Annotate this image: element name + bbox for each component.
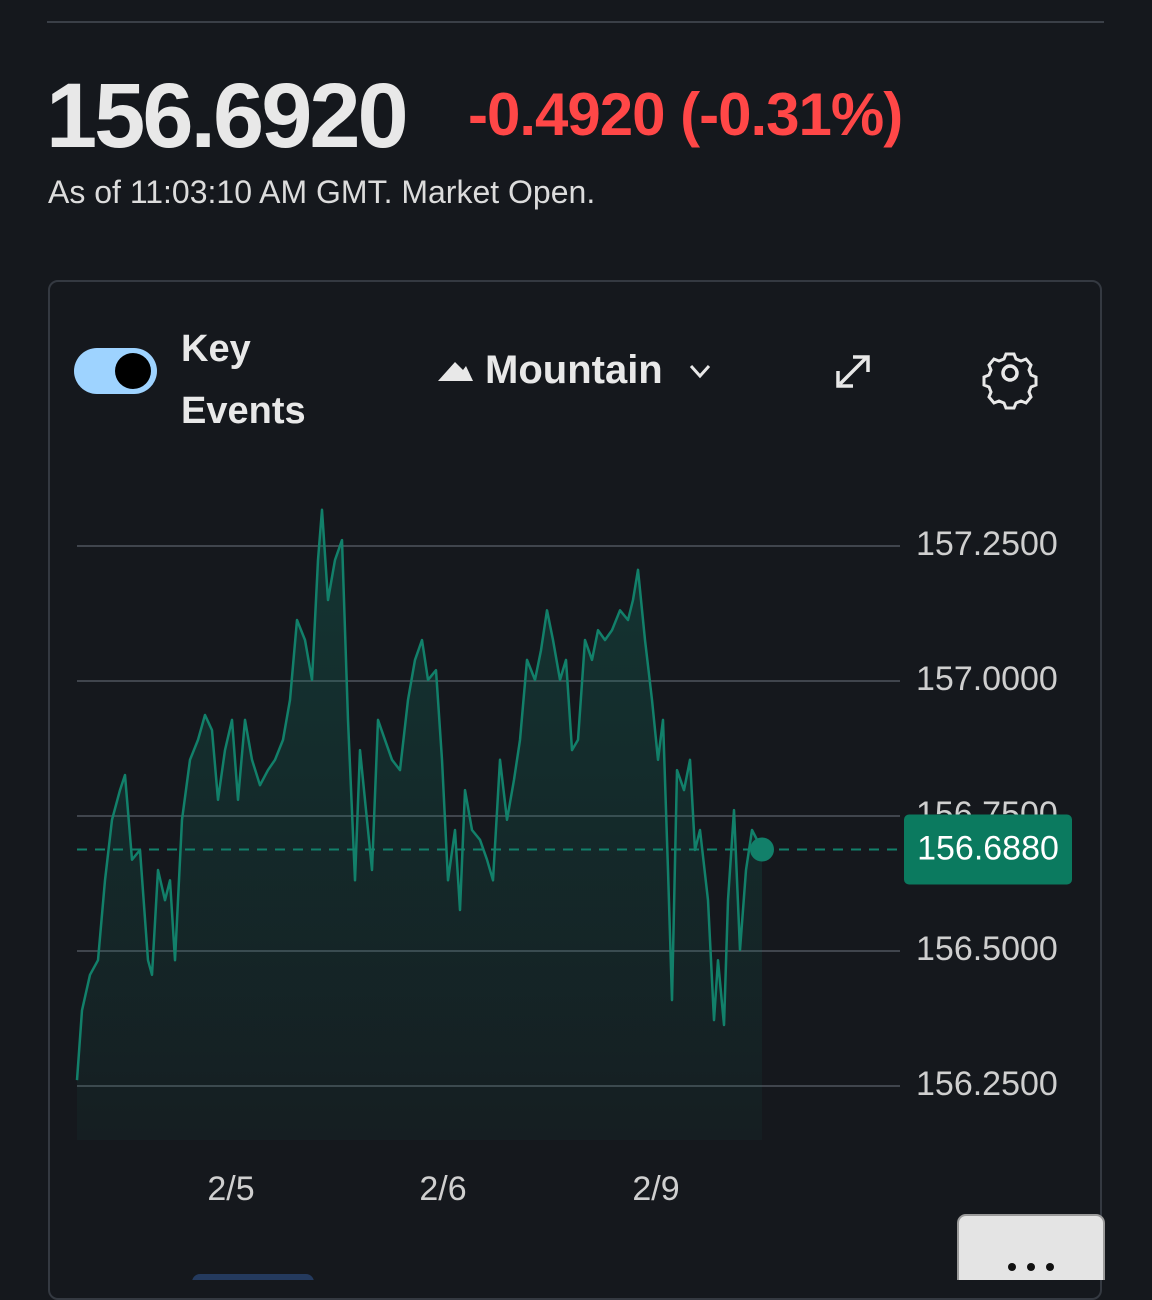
key-events-label[interactable]: Key Events <box>181 328 306 432</box>
price-change: -0.4920 (-0.31%) <box>468 81 903 148</box>
mountain-icon[interactable] <box>438 362 473 381</box>
x-tick-label: 2/9 <box>632 1170 679 1208</box>
y-tick-label: 156.5000 <box>916 930 1058 968</box>
divider <box>47 21 1104 23</box>
settings-icon[interactable] <box>982 352 1038 410</box>
expand-icon[interactable] <box>836 355 870 388</box>
price-line <box>75 508 764 1081</box>
y-tick-label: 156.2500 <box>916 1065 1058 1103</box>
current-price-label: 156.6880 <box>917 829 1059 867</box>
dropdown-chevron[interactable] <box>689 364 711 379</box>
x-tick-label: 2/6 <box>419 1170 466 1208</box>
key-events-toggle[interactable] <box>74 348 157 394</box>
chart-style-label[interactable]: Mountain <box>485 348 663 392</box>
y-tick-label: 157.0000 <box>916 660 1058 698</box>
area-fill <box>77 509 762 1140</box>
price: 156.6920 <box>46 65 409 167</box>
current-price-badge <box>904 814 1072 885</box>
more-button[interactable] <box>957 1214 1105 1280</box>
x-tick-label: 2/5 <box>207 1170 254 1208</box>
y-tick-label: 157.2500 <box>916 525 1058 563</box>
tab-indicator[interactable] <box>192 1274 314 1280</box>
more-dots[interactable] <box>1008 1263 1054 1271</box>
timestamp: As of 11:03:10 AM GMT. Market Open. <box>48 174 596 210</box>
